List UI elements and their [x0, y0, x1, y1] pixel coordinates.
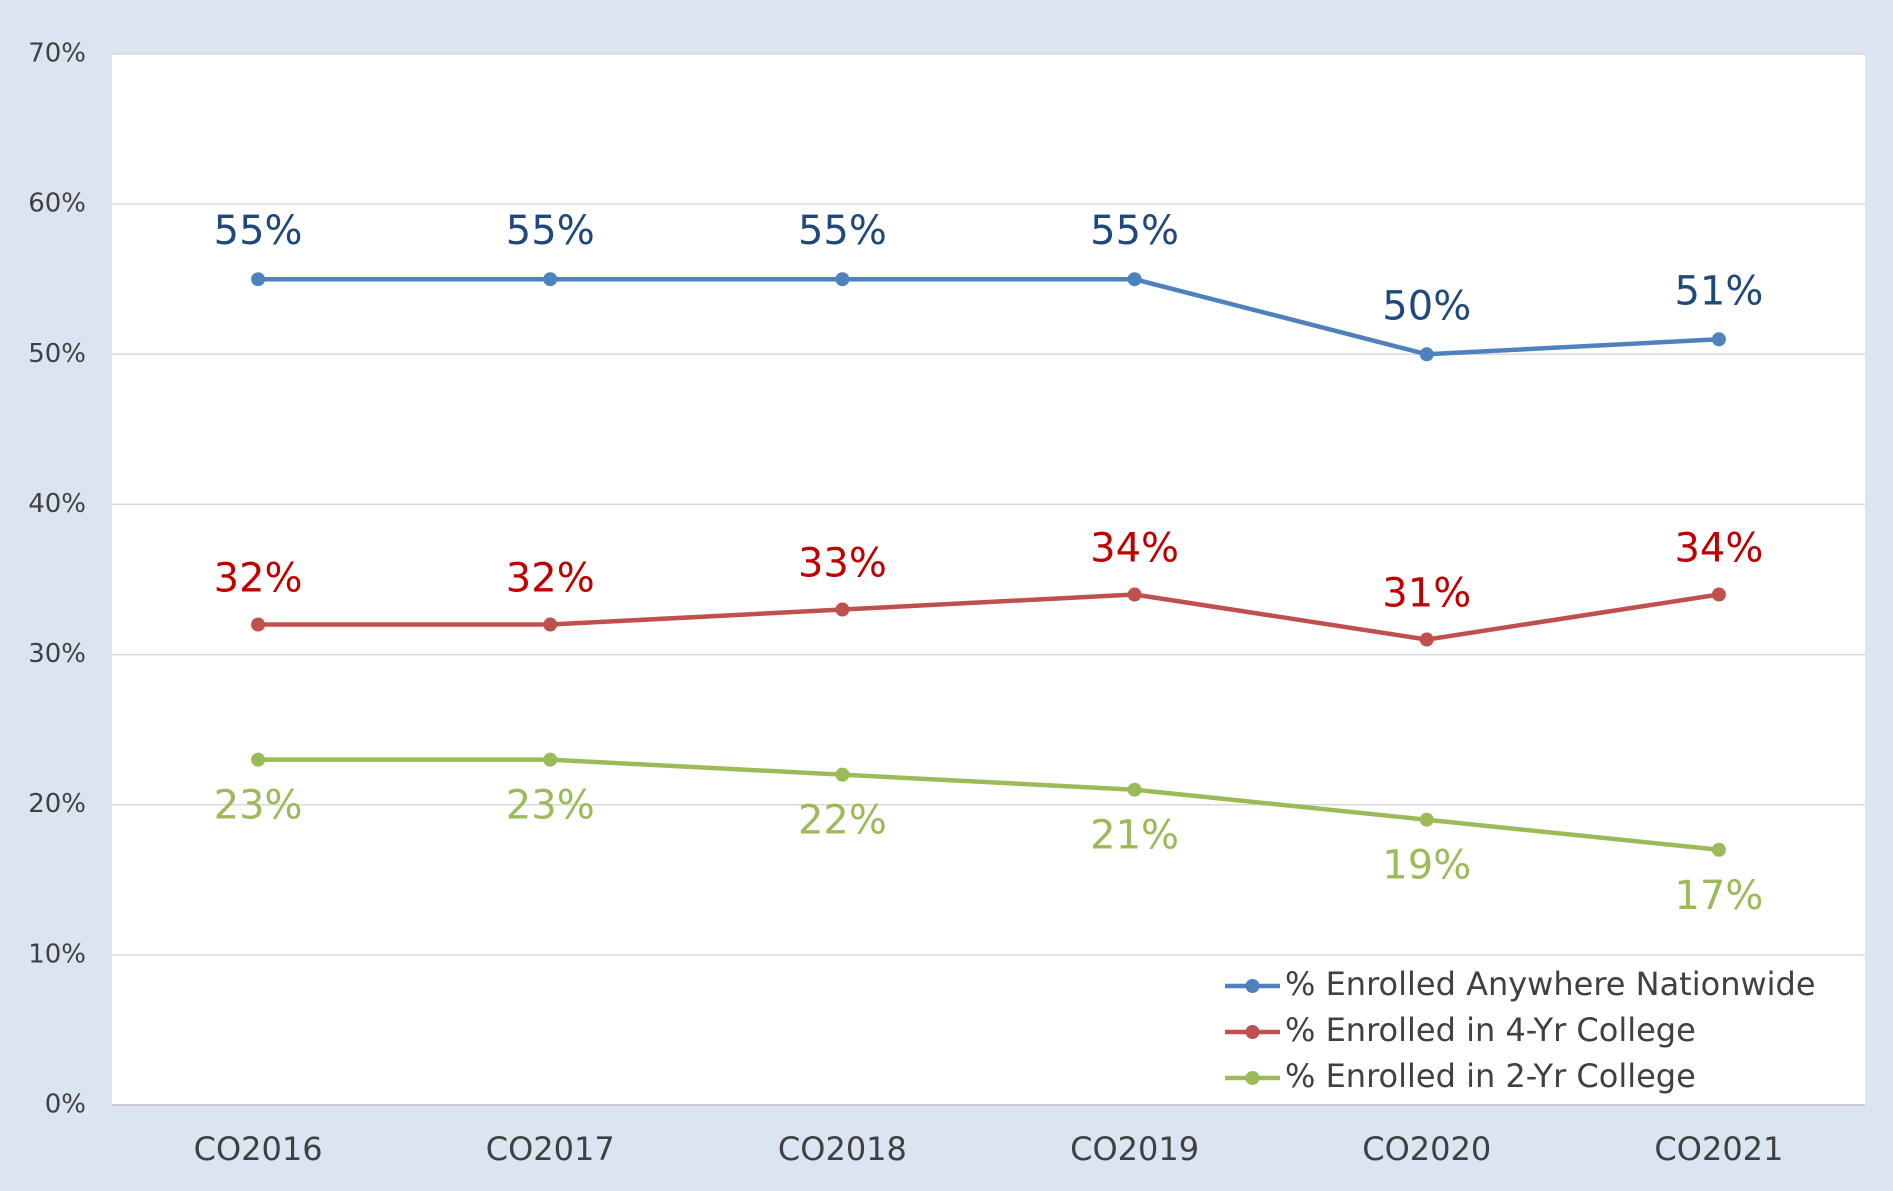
data-point	[1711, 587, 1726, 602]
data-label: 55%	[506, 208, 595, 254]
y-tick-label: 0%	[45, 1090, 86, 1120]
y-tick-label: 30%	[28, 639, 86, 669]
data-point	[1127, 272, 1142, 287]
series-line	[258, 276, 1720, 357]
data-point	[543, 272, 558, 287]
legend-marker	[1245, 979, 1260, 993]
x-tick-label: CO2017	[486, 1130, 615, 1168]
data-label: 19%	[1382, 843, 1471, 889]
data-point	[1419, 812, 1434, 827]
data-point	[251, 752, 266, 767]
data-label: 34%	[1674, 526, 1763, 572]
y-tick-label: 50%	[28, 339, 86, 369]
data-label: 51%	[1674, 268, 1763, 314]
data-point	[251, 617, 266, 632]
legend-marker	[1245, 1071, 1260, 1085]
data-label: 21%	[1090, 813, 1179, 859]
data-label: 23%	[214, 783, 303, 829]
legend-label: % Enrolled in 4-Yr College	[1285, 1011, 1696, 1049]
y-tick-label: 60%	[28, 189, 86, 219]
data-label: 17%	[1674, 873, 1763, 919]
legend-label: % Enrolled Anywhere Nationwide	[1285, 965, 1816, 1003]
y-tick-label: 70%	[28, 39, 86, 69]
data-point	[1127, 587, 1142, 602]
data-point	[543, 752, 558, 767]
data-label: 33%	[798, 541, 887, 587]
data-point	[835, 767, 850, 782]
data-label: 32%	[506, 556, 595, 602]
x-tick-label: CO2019	[1070, 1130, 1199, 1168]
data-point	[251, 272, 266, 287]
data-label: 55%	[214, 208, 303, 254]
data-point	[1711, 842, 1726, 857]
data-label: 55%	[798, 208, 887, 254]
data-point	[543, 617, 558, 632]
y-tick-label: 10%	[28, 939, 86, 969]
x-tick-label: CO2016	[194, 1130, 323, 1168]
data-point	[1419, 632, 1434, 647]
data-point	[1419, 347, 1434, 362]
data-label: 22%	[798, 798, 887, 844]
legend-marker	[1245, 1025, 1260, 1039]
series-line	[258, 592, 1720, 642]
data-label: 31%	[1382, 571, 1471, 617]
data-label: 34%	[1090, 526, 1179, 572]
series-line	[258, 757, 1720, 852]
legend-label: % Enrolled in 2-Yr College	[1285, 1057, 1696, 1095]
data-point	[1711, 332, 1726, 347]
data-label: 32%	[214, 556, 303, 602]
y-tick-label: 20%	[28, 789, 86, 819]
data-label: 55%	[1090, 208, 1179, 254]
data-point	[835, 602, 850, 617]
y-tick-label: 40%	[28, 489, 86, 519]
data-point	[1127, 782, 1142, 797]
plot-area	[112, 54, 1865, 1105]
data-label: 50%	[1382, 283, 1471, 329]
data-label: 23%	[506, 783, 595, 829]
data-point	[835, 272, 850, 287]
x-tick-label: CO2018	[778, 1130, 907, 1168]
x-tick-label: CO2020	[1362, 1130, 1491, 1168]
x-tick-label: CO2021	[1654, 1130, 1783, 1168]
